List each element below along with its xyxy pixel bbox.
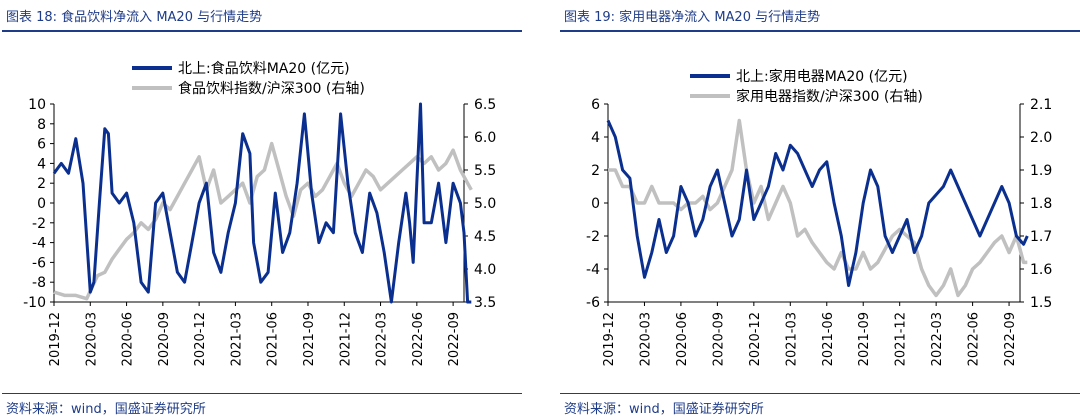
series-line-relative-index (608, 118, 1028, 298)
legend-label: 北上:家用电器MA20 (亿元) (736, 68, 908, 85)
x-tick-label: 2021-12 (338, 312, 353, 366)
y2-tick-label: 1.9 (1030, 163, 1052, 179)
y-tick-label: 0 (591, 196, 600, 212)
x-tick-label: 2022-09 (447, 312, 462, 366)
legend-label: 北上:食品饮料MA20 (亿元) (178, 60, 350, 77)
source-note: 资料来源：wind，国盛证券研究所 (564, 402, 764, 417)
y-tick-label: -8 (32, 275, 46, 291)
y2-tick-label: 1.6 (1030, 262, 1052, 278)
x-tick-label: 2021-06 (266, 312, 281, 366)
x-tick-label: 2020-09 (711, 312, 726, 366)
chart-food-beverage: 10 8 6 4 2 0 -2 -4 -6 -8 -10 6.5 6.0 5.5 5.0 4.5 4.0 3.5 2… (23, 60, 496, 366)
chart-panel-home-appliance: 图表 19: 家用电器净流入 MA20 与行情走势 6 4 2 0 -2 -4 -6 2.1 2… (560, 0, 1080, 418)
y2-tick-label: 2.0 (1030, 130, 1052, 146)
y2-tick-label: 5.5 (474, 163, 496, 179)
legend-label: 家用电器指数/沪深300 (右轴) (736, 88, 923, 105)
y-tick-label: 6 (37, 137, 46, 153)
y2-tick-label: 3.5 (474, 295, 496, 311)
x-tick-label: 2020-12 (748, 312, 763, 366)
legend-label: 食品饮料指数/沪深300 (右轴) (178, 80, 365, 97)
x-tick-label: 2022-03 (375, 312, 390, 366)
y-tick-label: -6 (586, 295, 600, 311)
y2-tick-label: 1.7 (1030, 229, 1052, 245)
x-tick-label: 2021-03 (229, 312, 244, 366)
y2-tick-label: 4.0 (474, 262, 496, 278)
y-tick-label: 6 (591, 97, 600, 113)
y-tick-label: -2 (586, 229, 600, 245)
y-tick-label: 4 (37, 156, 46, 172)
x-tick-label: 2022-06 (411, 312, 426, 366)
x-tick-label: 2019-12 (48, 312, 63, 366)
y-tick-label: -6 (32, 255, 46, 271)
y-tick-label: 8 (37, 117, 46, 133)
chart-home-appliance: 6 4 2 0 -2 -4 -6 2.1 2.0 1.9 1.8 1.7 1.6 1.5 2019-12 20… (586, 68, 1052, 366)
x-tick-label: 2020-09 (157, 312, 172, 366)
x-tick-label: 2021-12 (894, 312, 909, 366)
y-tick-label: -4 (586, 262, 600, 278)
x-tick-label: 2021-09 (857, 312, 872, 366)
y-tick-label: 2 (591, 163, 600, 179)
x-tick-label: 2021-03 (784, 312, 799, 366)
y-tick-label: 4 (591, 130, 600, 146)
chart-panel-food-beverage: 图表 18: 食品饮料净流入 MA20 与行情走势 10 8 6 4 2 0 -2 -4 -6 -… (2, 0, 522, 418)
chart-title: 图表 19: 家用电器净流入 MA20 与行情走势 (564, 10, 821, 25)
source-divider (560, 393, 1080, 394)
title-divider (2, 30, 522, 32)
x-tick-label: 2020-03 (638, 312, 653, 366)
x-tick-label: 2021-06 (821, 312, 836, 366)
x-tick-label: 2022-09 (1003, 312, 1018, 366)
y-tick-label: 0 (37, 196, 46, 212)
series-line-northbound-flow (52, 102, 472, 304)
y2-tick-label: 1.8 (1030, 196, 1052, 212)
y-tick-label: -4 (32, 236, 46, 252)
x-tick-label: 2020-06 (121, 312, 136, 366)
y-tick-label: 2 (37, 176, 46, 192)
y2-tick-label: 5.0 (474, 196, 496, 212)
y-tick-label: 10 (28, 97, 46, 113)
x-tick-label: 2020-03 (84, 312, 99, 366)
y-tick-label: -2 (32, 216, 46, 232)
y2-tick-label: 1.5 (1030, 295, 1052, 311)
title-divider (560, 30, 1080, 32)
x-tick-label: 2019-12 (602, 312, 617, 366)
source-divider (2, 393, 522, 394)
source-note: 资料来源：wind，国盛证券研究所 (6, 402, 206, 417)
x-tick-label: 2020-06 (675, 312, 690, 366)
y2-tick-label: 4.5 (474, 229, 496, 245)
chart-title: 图表 18: 食品饮料净流入 MA20 与行情走势 (6, 10, 263, 25)
y2-tick-label: 2.1 (1030, 97, 1052, 113)
series-line-relative-index (53, 141, 473, 301)
x-tick-label: 2022-06 (967, 312, 982, 366)
x-tick-label: 2022-03 (930, 312, 945, 366)
series-line-northbound-flow (606, 119, 1029, 287)
y2-tick-label: 6.5 (474, 97, 496, 113)
y2-tick-label: 6.0 (474, 130, 496, 146)
x-tick-label: 2020-12 (193, 312, 208, 366)
x-tick-label: 2021-09 (302, 312, 317, 366)
y-tick-label: -10 (23, 295, 46, 311)
